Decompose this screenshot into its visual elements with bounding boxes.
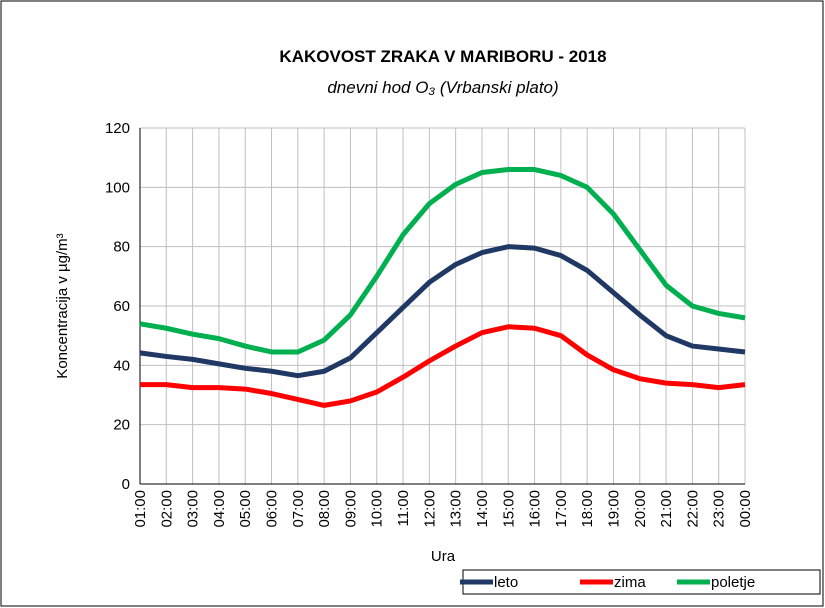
x-tick-label: 00:00 <box>737 490 754 528</box>
x-tick-label: 18:00 <box>579 490 596 528</box>
x-tick-label: 07:00 <box>290 490 307 528</box>
y-tick-label: 60 <box>113 298 130 315</box>
x-axis-label: Ura <box>431 548 456 565</box>
y-tick-label: 0 <box>122 476 130 493</box>
x-tick-label: 11:00 <box>395 490 412 526</box>
y-tick-label: 40 <box>113 357 130 374</box>
chart-subtitle: dnevni hod O₃ (Vrbanski plato) <box>327 78 558 97</box>
series-line <box>140 324 746 408</box>
legend-box <box>462 569 821 595</box>
x-tick-label: 17:00 <box>553 490 570 528</box>
y-axis-label: Koncentracija v µg/m³ <box>54 233 71 378</box>
x-tick-label: 01:00 <box>132 490 149 528</box>
y-tick-label: 100 <box>105 179 130 196</box>
x-tick-label: 05:00 <box>237 490 254 528</box>
x-tick-label: 12:00 <box>421 490 438 528</box>
x-tick-label: 23:00 <box>711 490 728 528</box>
y-tick-label: 80 <box>113 239 130 256</box>
x-tick-label: 03:00 <box>185 490 202 528</box>
x-tick-label: 10:00 <box>369 490 386 528</box>
legend-label: poletje <box>711 574 755 591</box>
series-line <box>139 244 746 379</box>
x-tick-label: 20:00 <box>632 490 649 528</box>
x-tick-label: 19:00 <box>605 490 622 528</box>
chart-title: KAKOVOST ZRAKA V MARIBORU - 2018 <box>279 47 606 66</box>
x-tick-label: 09:00 <box>342 490 359 528</box>
x-tick-label: 02:00 <box>158 490 175 528</box>
x-tick-label: 15:00 <box>500 490 517 528</box>
y-tick-label: 20 <box>113 417 130 434</box>
x-tick-label: 13:00 <box>448 490 465 528</box>
x-tick-label: 16:00 <box>527 490 544 528</box>
x-tick-label: 22:00 <box>684 490 701 528</box>
x-tick-label: 08:00 <box>316 490 333 528</box>
series-line <box>139 167 746 355</box>
y-tick-label: 120 <box>105 120 130 137</box>
x-tick-label: 14:00 <box>474 490 491 528</box>
x-tick-label: 21:00 <box>658 490 675 528</box>
legend-label: zima <box>614 574 646 591</box>
x-tick-label: 06:00 <box>264 490 281 528</box>
x-tick-label: 04:00 <box>211 490 228 528</box>
legend-label: leto <box>494 574 518 591</box>
